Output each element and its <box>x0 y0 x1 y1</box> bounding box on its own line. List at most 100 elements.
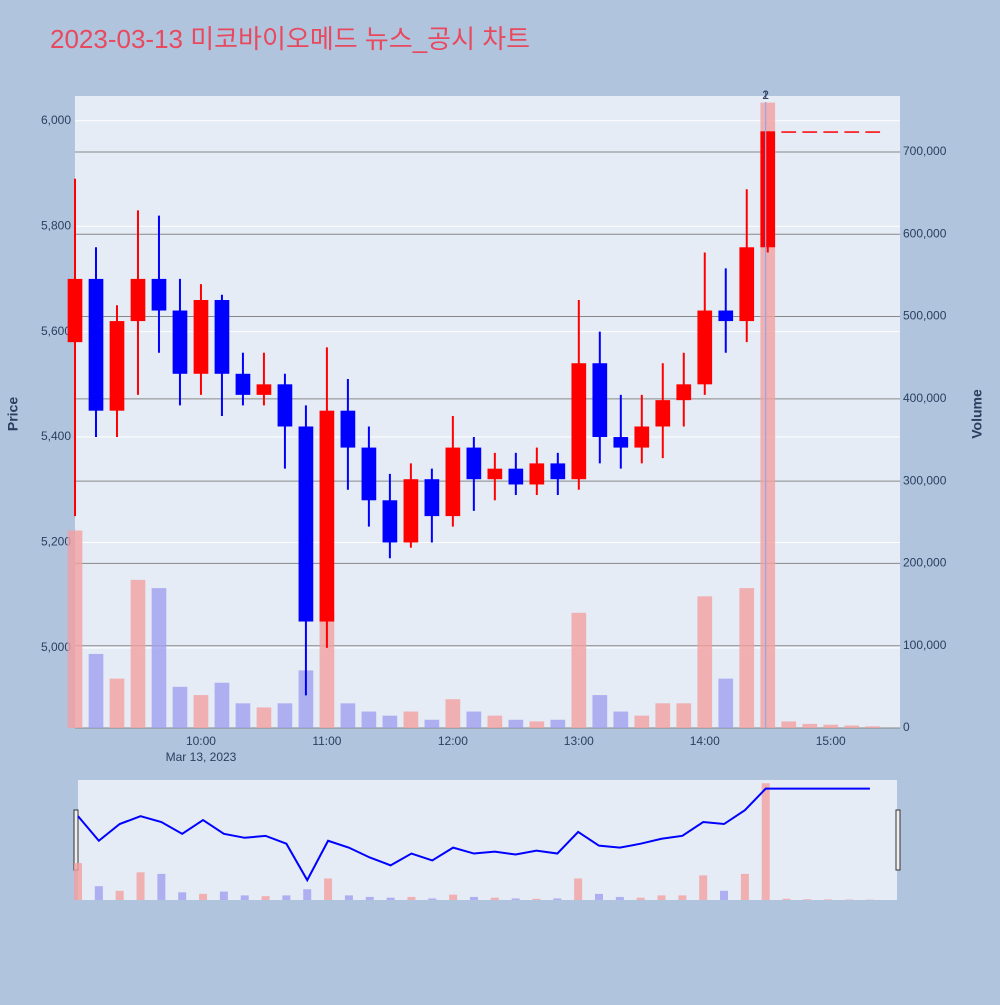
candle-body <box>655 400 670 426</box>
slider-volume-bar <box>324 878 332 900</box>
range-slider[interactable] <box>78 780 897 900</box>
y-tick-label: 6,000 <box>41 113 71 127</box>
slider-volume-bar <box>137 872 145 900</box>
slider-volume-bar <box>824 899 832 900</box>
x-tick-label: 15:00 <box>816 734 846 748</box>
y2-tick-label: 0 <box>903 720 910 734</box>
y2-tick-label: 400,000 <box>903 391 947 405</box>
volume-bar <box>236 703 251 728</box>
y-tick-label: 5,200 <box>41 535 71 549</box>
slider-volume-bar <box>470 897 478 900</box>
candle-body <box>760 131 775 247</box>
candle-body <box>110 321 125 411</box>
candle-body <box>613 437 628 448</box>
candle-body <box>571 363 586 479</box>
candle-body <box>236 374 251 395</box>
slider-volume-bar <box>574 878 582 900</box>
volume-bar <box>718 679 733 728</box>
y2-tick-label: 300,000 <box>903 473 947 487</box>
candle-body <box>844 131 859 133</box>
candle-body <box>215 300 230 374</box>
volume-bar <box>341 703 356 728</box>
slider-volume-bar <box>532 899 540 900</box>
candle-body <box>362 448 377 501</box>
slider-volume-bar <box>678 895 686 900</box>
slider-volume-bar <box>387 898 395 900</box>
volume-bar <box>634 716 649 728</box>
slider-volume-bar <box>762 783 770 900</box>
volume-bar <box>739 588 754 728</box>
volume-bar <box>781 721 796 728</box>
volume-bar <box>257 707 272 728</box>
slider-volume-bar <box>199 894 207 900</box>
candle-body <box>425 479 440 516</box>
slider-volume-bar <box>449 895 457 900</box>
volume-bar <box>550 720 565 728</box>
volume-bar <box>131 580 146 728</box>
slider-volume-bar <box>366 897 374 900</box>
candle-body <box>529 463 544 484</box>
volume-bar <box>215 683 230 728</box>
x-tick-label: 10:00 <box>186 734 216 748</box>
candle-body <box>718 311 733 322</box>
volume-bar <box>823 725 838 728</box>
slider-volume-bar <box>637 898 645 900</box>
slider-handle[interactable] <box>74 810 78 870</box>
candle-body <box>194 300 209 374</box>
slider-volume-bar <box>220 892 228 900</box>
y2-tick-label: 200,000 <box>903 556 947 570</box>
candle-body <box>697 311 712 385</box>
volume-bar <box>655 703 670 728</box>
candle-body <box>802 131 817 133</box>
chart-title: 2023-03-13 미코바이오메드 뉴스_공시 차트 <box>50 24 530 54</box>
y-tick-label: 5,000 <box>41 640 71 654</box>
slider-handle[interactable] <box>896 810 900 870</box>
slider-volume-bar <box>699 875 707 900</box>
volume-bar <box>194 695 209 728</box>
y2-axis-title: Volume <box>969 389 985 439</box>
volume-bar <box>152 588 167 728</box>
volume-bar <box>89 654 104 728</box>
y-tick-label: 5,600 <box>41 324 71 338</box>
slider-volume-bar <box>491 898 499 900</box>
y2-tick-label: 700,000 <box>903 144 947 158</box>
candle-body <box>341 411 356 448</box>
candle-body <box>781 131 796 133</box>
slider-volume-bar <box>428 898 436 900</box>
candle-body <box>278 384 293 426</box>
candle-body <box>550 463 565 479</box>
volume-bar <box>571 613 586 728</box>
candle-body <box>739 247 754 321</box>
slider-volume-bar <box>803 899 811 900</box>
volume-bar <box>676 703 691 728</box>
slider-volume-bar <box>74 863 82 900</box>
volume-bar <box>278 703 293 728</box>
plot-area <box>75 96 900 728</box>
slider-volume-bar <box>783 899 791 900</box>
candle-body <box>508 469 523 485</box>
slider-volume-bar <box>512 898 520 900</box>
volume-bar <box>488 716 503 728</box>
volume-bar <box>404 712 419 728</box>
volume-bar <box>802 724 817 728</box>
candle-body <box>299 426 314 621</box>
annotation: 2 <box>762 88 769 102</box>
candle-body <box>131 279 146 321</box>
slider-volume-bar <box>345 895 353 900</box>
slider-volume-bar <box>95 886 103 900</box>
volume-bar <box>844 726 859 728</box>
x-date-label: Mar 13, 2023 <box>166 750 237 764</box>
volume-bar <box>529 721 544 728</box>
slider-volume-bar <box>595 894 603 900</box>
candle-body <box>404 479 419 542</box>
volume-bar <box>425 720 440 728</box>
volume-bar <box>467 712 482 728</box>
slider-volume-bar <box>658 895 666 900</box>
x-tick-label: 14:00 <box>690 734 720 748</box>
volume-bar <box>508 720 523 728</box>
slider-volume-bar <box>282 895 290 900</box>
slider-volume-bar <box>720 891 728 900</box>
candle-body <box>592 363 607 437</box>
volume-bar <box>697 596 712 728</box>
